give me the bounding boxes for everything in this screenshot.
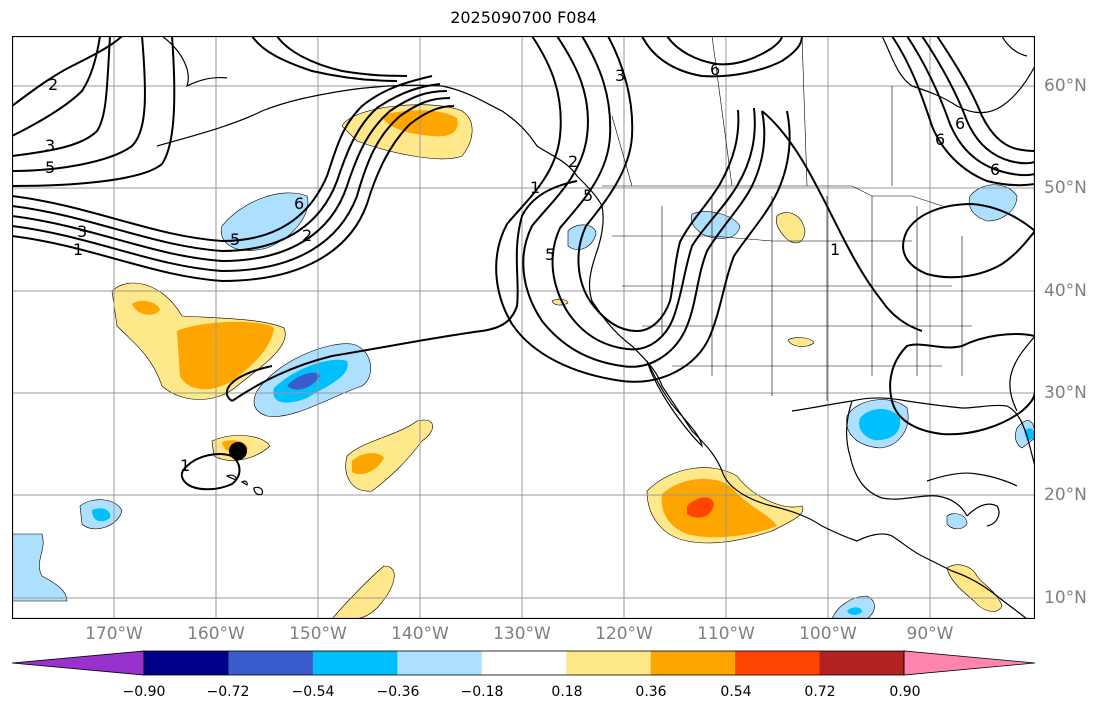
colorbar-segment [735,651,821,675]
colorbar-segment [481,651,567,675]
contours [12,36,1035,491]
lon-label: 90°W [906,624,954,644]
colorbar-extend-right [903,650,1036,676]
map-panel [12,36,1035,619]
contour-label: 6 [294,194,305,213]
colorbar [12,650,1036,676]
contour-label: 1 [530,178,541,197]
lat-label: 30°N [1044,383,1087,403]
contour-label: 1 [73,240,84,259]
lon-label: 150°W [289,624,347,644]
colorbar-segment [312,651,398,675]
shaded-areas [12,104,1035,619]
colorbar-segment [819,651,905,675]
contour-label: 1 [180,456,191,475]
contour-label: 6 [935,130,946,149]
colorbar-tick-label: 0.90 [889,684,921,700]
map-frame [12,36,1035,619]
colorbar-tick-label: −0.54 [291,684,335,700]
lon-label: 110°W [697,624,755,644]
colorbar-segment [566,651,652,675]
colorbar-segment [650,651,736,675]
colorbar-segment [228,651,314,675]
gridlines [12,36,1035,619]
black-dot-marker [229,442,247,460]
contour-label: 2 [48,75,59,94]
contour-label: 2 [302,226,313,245]
colorbar-tick-label: −0.72 [206,684,250,700]
lat-label: 60°N [1044,76,1087,96]
contour-label: 6 [990,160,1001,179]
contour-label: 5 [230,230,241,249]
colorbar-segment [397,651,483,675]
contour-label: 1 [830,240,841,259]
contour-label: 3 [77,222,88,241]
lon-label: 160°W [187,624,245,644]
lon-label: 100°W [799,624,857,644]
contour-label: 2 [568,152,579,171]
contour-label: 6 [955,114,966,133]
lat-label: 20°N [1044,485,1087,505]
lon-label: 130°W [493,624,551,644]
colorbar-tick-label: 0.36 [635,684,667,700]
colorbar-tick-label: −0.18 [460,684,504,700]
contour-label: 3 [615,66,626,85]
colorbar-tick-label: −0.36 [376,684,420,700]
lat-label: 50°N [1044,178,1087,198]
coastlines [156,36,1035,619]
lon-label: 170°W [85,624,143,644]
colorbar-segment [144,651,229,675]
contour-label: 3 [45,136,56,155]
contour-label: 5 [583,186,594,205]
colorbar-segments [144,651,905,675]
contour-label: 5 [545,245,556,264]
contour-label: 6 [710,60,721,79]
colorbar-tick-label: 0.54 [720,684,752,700]
lat-label: 10°N [1044,588,1087,608]
plot-title: 2025090700 F084 [450,8,597,27]
colorbar-tick-label: 0.72 [804,684,836,700]
lat-label: 40°N [1044,281,1087,301]
lon-label: 120°W [595,624,653,644]
colorbar-tick-label: 0.18 [551,684,583,700]
colorbar-tick-label: −0.90 [122,684,166,700]
contour-label: 5 [45,158,56,177]
lon-label: 140°W [391,624,449,644]
colorbar-extend-left [12,650,145,676]
